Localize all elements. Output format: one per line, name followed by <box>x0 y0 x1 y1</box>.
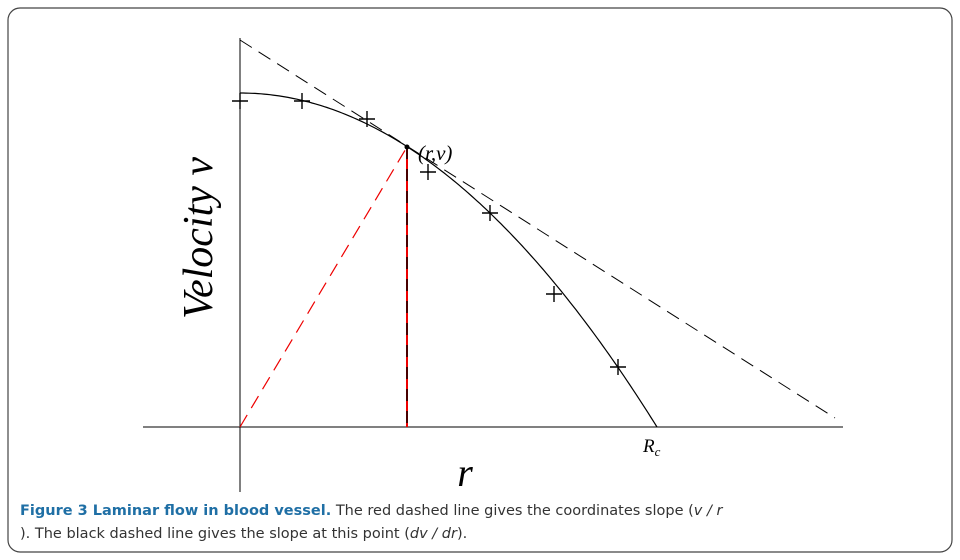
measurements <box>232 93 626 375</box>
caption-text: The red dashed line gives the coordinate… <box>331 503 694 519</box>
y-label: Velocity v <box>176 157 222 319</box>
radius-label: Rc <box>642 436 661 459</box>
red-slope-line <box>239 146 408 428</box>
caption-line1: Figure 3 Laminar flow in blood vessel. T… <box>20 503 723 519</box>
caption-italic: dv / dr <box>410 526 458 542</box>
velocity-curve <box>240 92 658 428</box>
cross <box>232 93 248 109</box>
point <box>404 144 410 150</box>
x-label: r <box>457 450 473 495</box>
radius-main: R <box>642 436 655 457</box>
cross <box>610 359 626 375</box>
cross <box>294 93 310 109</box>
cross <box>546 286 562 302</box>
cross <box>482 205 498 221</box>
radius-sub: c <box>655 444 661 459</box>
cross <box>359 111 375 127</box>
caption-title: Figure 3 Laminar flow in blood vessel. <box>20 503 331 519</box>
caption-italic: v / r <box>694 503 724 519</box>
cross <box>420 164 436 180</box>
caption-text: ). The black dashed line gives the slope… <box>20 526 410 542</box>
point-label: (r,v) <box>418 141 452 165</box>
caption-text: ). <box>457 526 467 542</box>
caption-line2: ). The black dashed line gives the slope… <box>20 526 467 542</box>
tangent-line <box>239 39 836 419</box>
frame <box>7 7 953 553</box>
